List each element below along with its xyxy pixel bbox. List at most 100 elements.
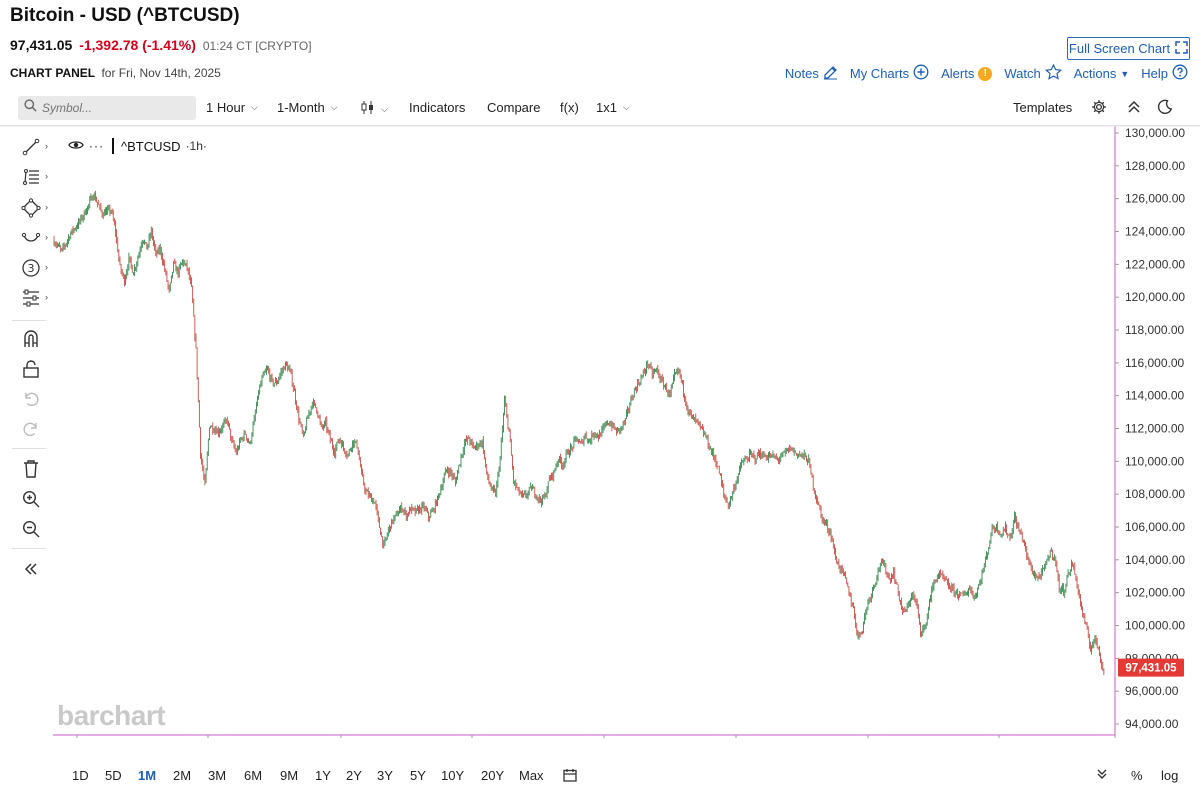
range-20y[interactable]: 20Y xyxy=(481,768,505,783)
chevron-right-icon[interactable]: › xyxy=(45,232,48,242)
alerts-link[interactable]: Alerts ! xyxy=(941,66,993,81)
chevron-right-icon[interactable]: › xyxy=(45,292,48,302)
star-icon xyxy=(1044,63,1062,83)
dark-mode-toggle[interactable] xyxy=(1157,99,1173,118)
range-10y[interactable]: 10Y xyxy=(441,768,465,783)
y-tick-label: 108,000.00 xyxy=(1125,487,1185,501)
full-screen-chart-button[interactable]: Full Screen Chart xyxy=(1067,37,1190,60)
delete-drawings-button[interactable] xyxy=(20,458,42,480)
undo-button[interactable] xyxy=(20,388,42,410)
chevron-right-icon[interactable]: › xyxy=(45,202,48,212)
range-1y[interactable]: 1Y xyxy=(315,768,331,783)
price-chart[interactable]: 94,000.0096,000.0098,000.00100,000.00102… xyxy=(0,126,1200,738)
candlestick-icon xyxy=(360,100,375,118)
actions-menu[interactable]: Actions ▼ xyxy=(1074,66,1130,81)
toolbar-divider xyxy=(12,548,46,549)
moon-icon xyxy=(1157,99,1173,118)
legend-interval: ·1h· xyxy=(185,139,207,153)
chart-type-select[interactable]: ⌵ xyxy=(360,100,388,118)
range-2y[interactable]: 2Y xyxy=(346,768,362,783)
range-1d[interactable]: 1D xyxy=(72,768,89,783)
shape-icon xyxy=(21,198,41,218)
expand-icon xyxy=(1175,40,1188,57)
quote-line: 97,431.05 -1,392.78 (-1.41%) 01:24 CT [C… xyxy=(10,37,312,53)
my-charts-label: My Charts xyxy=(849,66,910,81)
chevron-double-left-icon xyxy=(24,563,37,575)
redo-button[interactable] xyxy=(20,418,42,440)
lock-tool[interactable] xyxy=(20,358,42,380)
log-scale-toggle[interactable]: log xyxy=(1161,768,1179,783)
interval-label: 1 Hour xyxy=(206,100,246,115)
range-3y[interactable]: 3Y xyxy=(377,768,393,783)
y-tick-label: 116,000.00 xyxy=(1125,356,1184,370)
period-select[interactable]: 1-Month ⌵ xyxy=(277,100,338,115)
collapse-header-button[interactable] xyxy=(1127,99,1141,118)
y-tick-label: 112,000.00 xyxy=(1125,422,1184,436)
indicators-button[interactable]: Indicators xyxy=(409,100,465,115)
symbol-search-input[interactable] xyxy=(42,101,182,115)
percent-scale-toggle[interactable]: % xyxy=(1131,768,1143,783)
range-bar: % log 1D 5D 1M 2M 3M 6M 9M 1Y 2Y 3Y 5Y 10Y 20Y Max xyxy=(0,762,1200,790)
calendar-icon[interactable] xyxy=(563,768,577,785)
y-tick-label: 120,000.00 xyxy=(1125,290,1185,304)
range-6m[interactable]: 6M xyxy=(244,768,263,783)
more-options-icon[interactable]: ··· xyxy=(89,139,104,153)
search-icon xyxy=(24,99,37,117)
number-circle-icon: 3 xyxy=(22,259,40,277)
interval-select[interactable]: 1 Hour ⌵ xyxy=(206,100,258,115)
trendline-icon xyxy=(22,138,40,156)
y-tick-label: 100,000.00 xyxy=(1125,619,1185,633)
help-link[interactable]: Help xyxy=(1141,64,1188,83)
fx-label: f(x) xyxy=(560,100,579,115)
chevron-down-icon: ⌵ xyxy=(381,103,388,114)
my-charts-link[interactable]: My Charts xyxy=(850,64,929,83)
y-tick-label: 124,000.00 xyxy=(1125,225,1185,239)
chevron-right-icon[interactable]: › xyxy=(45,262,48,272)
notes-link[interactable]: Notes xyxy=(785,65,838,83)
layout-select[interactable]: 1x1 ⌵ xyxy=(596,100,630,115)
shapes-tool[interactable] xyxy=(20,197,42,219)
settings-button[interactable] xyxy=(1091,99,1107,118)
y-tick-label: 126,000.00 xyxy=(1125,192,1185,206)
compare-button[interactable]: Compare xyxy=(487,100,540,115)
range-3m[interactable]: 3M xyxy=(208,768,227,783)
toolbar-divider xyxy=(12,448,46,449)
curve-tool[interactable] xyxy=(20,227,42,249)
watch-link[interactable]: Watch xyxy=(1004,63,1062,83)
full-screen-label: Full Screen Chart xyxy=(1068,41,1171,56)
range-2m[interactable]: 2M xyxy=(173,768,192,783)
range-5d[interactable]: 5D xyxy=(105,768,122,783)
candles xyxy=(53,190,1105,676)
scroll-down-icon[interactable] xyxy=(1096,768,1108,783)
y-tick-label: 102,000.00 xyxy=(1125,586,1185,600)
trendline-tool[interactable] xyxy=(20,136,42,158)
y-tick-label: 94,000.00 xyxy=(1125,717,1179,731)
trash-icon xyxy=(24,460,38,478)
range-1m[interactable]: 1M xyxy=(138,768,157,783)
magnet-tool[interactable] xyxy=(20,328,42,350)
chevron-right-icon[interactable]: › xyxy=(45,141,48,151)
measure-tool[interactable] xyxy=(20,287,42,309)
zoom-out-button[interactable] xyxy=(20,518,42,540)
annotation-tool[interactable]: 3 xyxy=(20,257,42,279)
zoom-in-button[interactable] xyxy=(20,488,42,510)
fib-lines-icon xyxy=(23,169,39,185)
symbol-search[interactable] xyxy=(18,96,196,120)
alerts-label: Alerts xyxy=(941,66,975,81)
range-5y[interactable]: 5Y xyxy=(410,768,426,783)
last-price: 97,431.05 xyxy=(10,37,73,53)
range-9m[interactable]: 9M xyxy=(280,768,299,783)
collapse-toolbar-button[interactable] xyxy=(20,558,42,580)
fibonacci-tool[interactable] xyxy=(20,166,42,188)
chevron-right-icon[interactable]: › xyxy=(45,171,48,181)
chevron-down-icon: ⌵ xyxy=(251,102,258,112)
fx-button[interactable]: f(x) xyxy=(560,100,579,115)
eye-icon[interactable] xyxy=(68,139,84,154)
y-tick-label: 114,000.00 xyxy=(1125,389,1184,403)
templates-button[interactable]: Templates xyxy=(1013,100,1072,115)
chevron-down-icon: ⌵ xyxy=(622,102,630,112)
unlock-icon xyxy=(23,360,39,378)
caret-down-icon: ▼ xyxy=(1120,68,1130,79)
range-max[interactable]: Max xyxy=(519,768,544,783)
templates-label: Templates xyxy=(1013,100,1073,115)
